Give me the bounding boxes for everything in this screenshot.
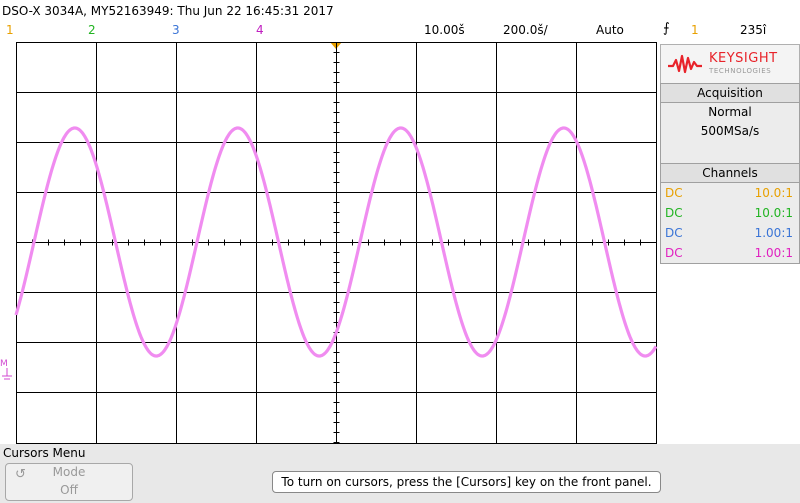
channel-row-4[interactable]: DC 1.00:1 <box>661 243 799 263</box>
acquisition-heading[interactable]: Acquisition <box>660 83 800 103</box>
channel-row-2[interactable]: DC 10.0:1 <box>661 203 799 223</box>
ground-reference-marker[interactable]: M <box>0 359 12 380</box>
side-panel: KEYSIGHT TECHNOLOGIES Acquisition Normal… <box>660 44 800 444</box>
channels-list: DC 10.0:1 DC 10.0:1 DC 1.00:1 DC 1.00:1 <box>660 183 800 264</box>
brand-subtitle: TECHNOLOGIES <box>709 67 772 75</box>
channel-3-coupling: DC <box>665 226 683 240</box>
channel-2-label[interactable]: 2 <box>88 23 96 37</box>
channel-1-coupling: DC <box>665 186 683 200</box>
keysight-wave-icon <box>668 54 702 74</box>
scope-title: DSO-X 3034A, MY52163949: Thu Jun 22 16:4… <box>2 4 334 18</box>
trigger-level: 235î <box>740 23 767 37</box>
channel-4-trace <box>14 126 658 358</box>
acquisition-mode: Normal <box>708 105 752 119</box>
timebase-scale: 10.00š <box>424 23 465 37</box>
channel-4-coupling: DC <box>665 246 683 260</box>
status-message: To turn on cursors, press the [Cursors] … <box>272 471 661 493</box>
softkey-value: Off <box>60 483 78 497</box>
channel-3-label[interactable]: 3 <box>172 23 180 37</box>
cursor-mode-softkey[interactable]: ↺ Mode Off <box>5 463 133 501</box>
channel-4-probe: 1.00:1 <box>754 246 793 260</box>
brand-name: KEYSIGHT <box>709 51 778 66</box>
channel-4-label[interactable]: 4 <box>256 23 264 37</box>
sample-rate: 500MSa/s <box>700 124 760 138</box>
keysight-logo: KEYSIGHT TECHNOLOGIES <box>660 44 800 84</box>
channel-1-label[interactable]: 1 <box>6 23 14 37</box>
channel-3-probe: 1.00:1 <box>754 226 793 240</box>
trigger-channel: 1 <box>691 23 699 37</box>
ground-marker-label: M <box>0 359 8 369</box>
channel-1-probe: 10.0:1 <box>754 186 793 200</box>
waveform-display: M <box>0 38 660 444</box>
trigger-mode: Auto <box>596 23 624 37</box>
channel-row-3[interactable]: DC 1.00:1 <box>661 223 799 243</box>
timebase-delay: 200.0š/ <box>503 23 548 37</box>
menu-title: Cursors Menu <box>3 446 86 460</box>
channel-2-probe: 10.0:1 <box>754 206 793 220</box>
graticule-ticks <box>16 42 657 443</box>
softkey-label: Mode <box>52 465 86 479</box>
rotate-knob-icon: ↺ <box>15 467 26 482</box>
channel-row-1[interactable]: DC 10.0:1 <box>661 183 799 203</box>
channel-2-coupling: DC <box>665 206 683 220</box>
rising-edge-icon: ⨍ <box>663 21 670 36</box>
channels-heading[interactable]: Channels <box>660 163 800 183</box>
acquisition-info: Normal 500MSa/s <box>660 103 800 164</box>
